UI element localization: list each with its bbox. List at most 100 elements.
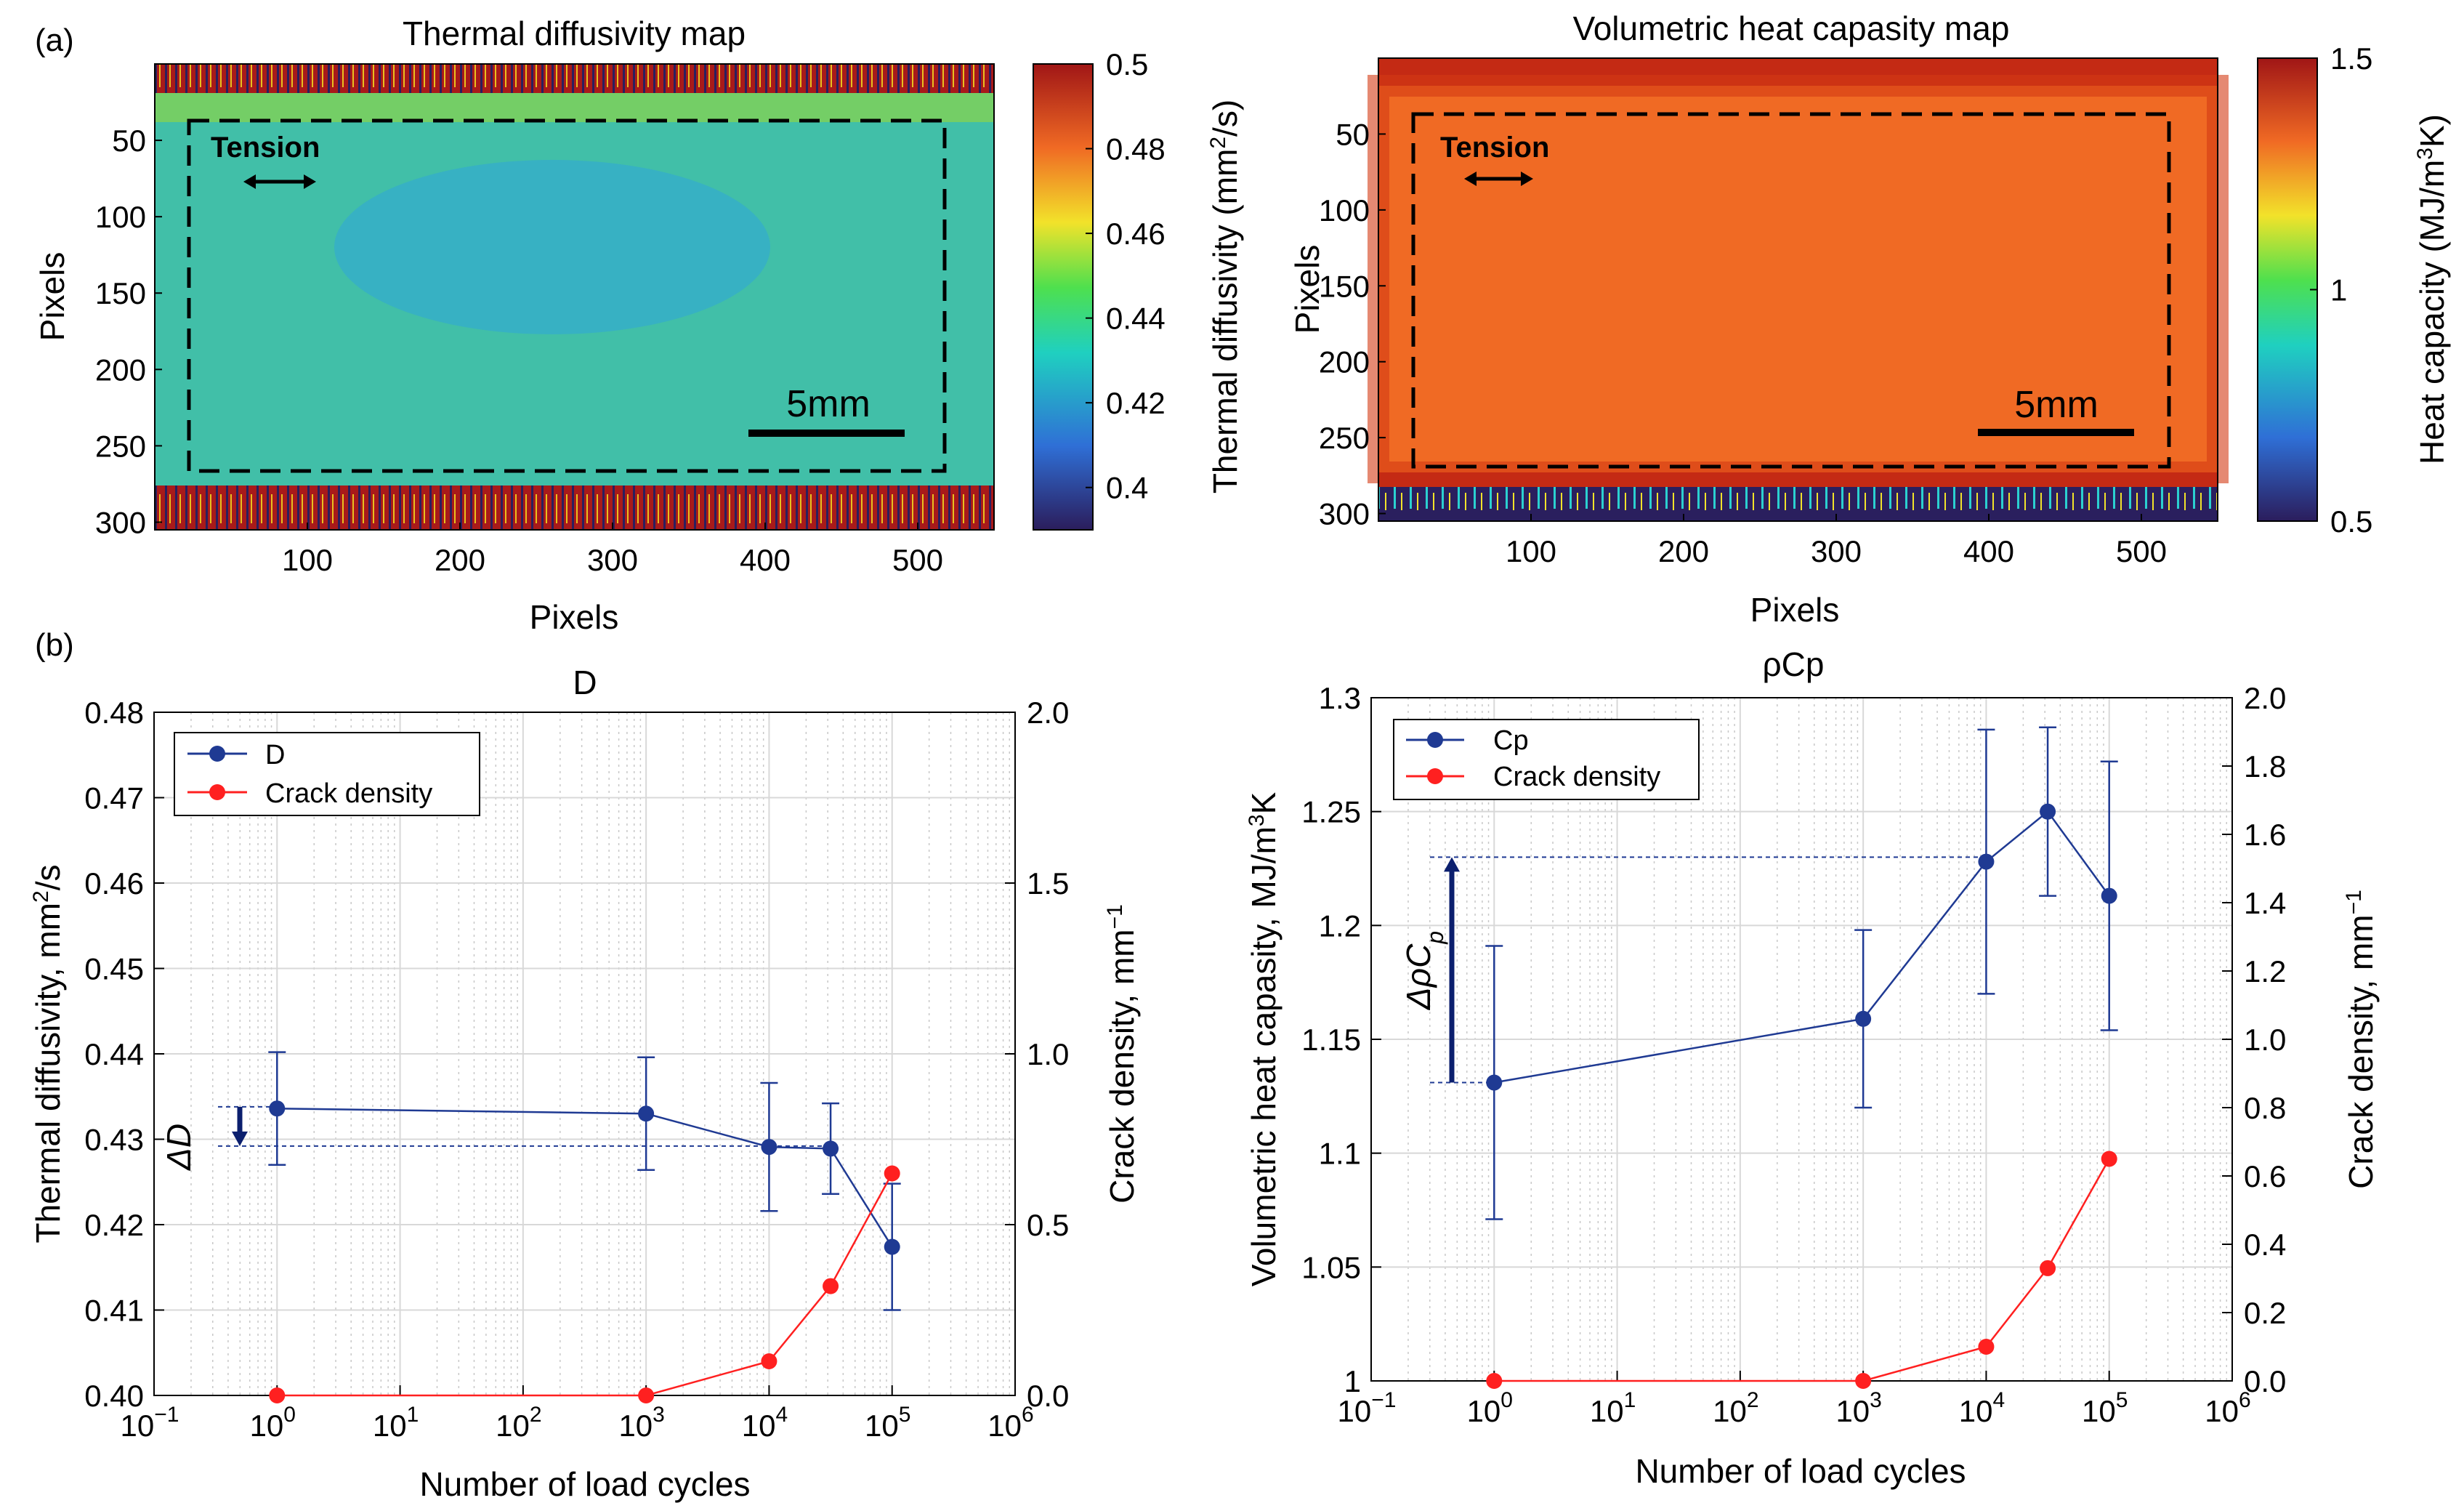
chart1-series-0-point (823, 1140, 839, 1157)
map2-x-tick-label: 200 (1658, 534, 1709, 568)
map2-y-tick-label: 300 (1319, 497, 1370, 531)
map1-y-ticks: 50 100 150 200 250 300 (95, 124, 162, 539)
chart2-series-1-point (1486, 1373, 1503, 1389)
map2-bottom-band (1378, 472, 2218, 487)
chart1-legend: D Crack density (174, 732, 480, 816)
map2-scalebar-label: 5mm (2014, 384, 2099, 426)
map2-title: Volumetric heat capasity map (1573, 9, 2010, 47)
map1-scalebar (748, 430, 905, 437)
chart1-series-0-point (269, 1100, 286, 1117)
map1-frame (154, 63, 995, 531)
chart1-xlabel: Number of load cycles (419, 1465, 750, 1503)
chart1-legend-marker-d (209, 746, 225, 762)
map1-tension-label: Tension (211, 132, 320, 164)
chart1-y2-tick-label: 0.5 (1027, 1208, 1069, 1242)
chart1-y-tick-label: 0.43 (84, 1123, 144, 1157)
map2-colorbar-tick-label: 1 (2330, 273, 2347, 307)
map1-x-tick-label: 100 (282, 543, 333, 577)
chart1-y2-tick-label: 1.5 (1027, 866, 1069, 900)
chart2-y2-tick-label: 1.2 (2244, 954, 2286, 988)
chart1-series-1-point (638, 1387, 655, 1403)
chart2-y2-tick-label: 0.8 (2244, 1091, 2286, 1125)
chart2-y2-tick-label: 1.8 (2244, 749, 2286, 783)
chart1-y-tick-label: 0.48 (84, 696, 144, 730)
panel-label-b: (b) (35, 627, 74, 663)
chart2-legend-label-cp: Cp (1493, 725, 1529, 756)
map1-y-tick-label: 300 (95, 505, 146, 539)
chart2-x-tick-label: 106 (2205, 1388, 2250, 1428)
map1-scalebar-label: 5mm (786, 383, 871, 425)
map1-roi-box (187, 118, 947, 473)
chart2-series-0-point (1486, 1074, 1503, 1091)
map2-x-tick-label: 400 (1963, 534, 2014, 568)
map1-y-tick-label: 100 (95, 200, 146, 234)
map2-x-ticks: 100 200 300 400 500 (1506, 514, 2167, 568)
chart2-x-tick-label: 102 (1713, 1388, 1758, 1428)
chart2-y2-tick-label: 0.0 (2244, 1364, 2286, 1398)
chart1-delta-arrow-head (232, 1131, 248, 1146)
chart1-x-ticks: 10−1 100 101 102 103 104 105 106 (121, 1385, 1034, 1443)
chart1-series-1-point (823, 1278, 839, 1294)
chart2-x-tick-exponent: 3 (1870, 1388, 1882, 1412)
chart1-x-tick-exponent: 5 (899, 1403, 911, 1427)
map1-y-tick-label: 250 (95, 429, 146, 463)
chart2-y-tick-label: 1.1 (1319, 1137, 1361, 1171)
chart1-series-0-point (761, 1139, 777, 1156)
chart1-series-0-point (884, 1238, 900, 1255)
map2-y-ticks: 50 100 150 200 250 300 (1319, 117, 1386, 531)
chart1-series-1-line (277, 1172, 893, 1397)
chart1-series-0-point (638, 1105, 655, 1122)
map2-ylabel: Pixels (1288, 245, 1326, 334)
chart1-title: D (573, 664, 597, 701)
map2-roi-box (1411, 112, 2171, 469)
chart2-x-tick-exponent: 4 (1992, 1388, 2005, 1412)
chart1-ylabel: Thermal diffusivity, mm2/s (29, 864, 68, 1243)
chart2-legend: Cp Crack density (1393, 719, 1700, 800)
map1-xlabel: Pixels (530, 598, 619, 636)
chart2-y-ticks: 1.3 1.25 1.2 1.15 1.1 1.05 1 (1301, 681, 1381, 1398)
chart2-x-tick-exponent: 5 (2116, 1388, 2128, 1412)
map2-y-tick-label: 50 (1336, 117, 1370, 151)
chart-heat-capacity: ρCp 1.31.251.21.151.11.051 2.01.81.61.41… (1245, 645, 2380, 1490)
map1-colorbar-ticks: 0.5 0.48 0.46 0.44 0.42 0.4 (1086, 47, 1166, 505)
chart2-legend-label-crack: Crack density (1493, 762, 1660, 792)
map2-x-tick-label: 300 (1811, 534, 1862, 568)
map1-colorbar-tick-label: 0.4 (1106, 471, 1148, 505)
chart2-y2-tick-label: 2.0 (2244, 681, 2286, 715)
chart1-x-tick-label: 105 (865, 1403, 910, 1443)
chart2-series-1-point (1855, 1373, 1872, 1389)
chart2-y2-ticks: 2.0 1.8 1.6 1.4 1.2 1.0 0.8 0.6 0.4 0.2 0.0 (2222, 681, 2286, 1398)
chart-thermal-diffusivity: D 0.48 0.47 0.46 0.45 0.44 0.43 0.42 0.41 0.40 2… (29, 664, 1142, 1503)
map1-title: Thermal diffusivity map (403, 15, 746, 52)
map1-x-tick-label: 500 (892, 543, 943, 577)
map1-low-region (334, 160, 770, 334)
chart2-series-1-point (2101, 1151, 2117, 1167)
chart2-y2-tick-label: 1.0 (2244, 1023, 2286, 1057)
chart2-ylabel: Volumetric heat capasity, MJ/m3K (1245, 791, 1283, 1286)
map2-y-tick-label: 150 (1319, 269, 1370, 303)
chart1-y2label: Crack density, mm−1 (1103, 904, 1142, 1204)
map1-ylabel: Pixels (33, 252, 71, 342)
map2-scalebar (1978, 429, 2134, 436)
chart2-x-tick-label: 10−1 (1338, 1388, 1397, 1428)
map1-tension-arrow (243, 174, 316, 189)
chart2-series-0-point (2040, 803, 2056, 820)
chart1-x-tick-label: 101 (373, 1403, 419, 1443)
chart2-delta-annotation: ΔρCp (1399, 856, 1987, 1084)
chart1-y-tick-label: 0.47 (84, 781, 144, 815)
map1-y-tick-label: 150 (95, 276, 146, 310)
map-volumetric-heat-capacity: Volumetric heat capasity map Tension 5mm… (1288, 9, 2451, 629)
map2-colorbar-tick-label: 1.5 (2330, 41, 2372, 76)
chart1-y-tick-label: 0.40 (84, 1379, 144, 1413)
chart1-y2-tick-label: 1.0 (1027, 1037, 1069, 1071)
map2-x-tick-label: 100 (1506, 534, 1556, 568)
chart1-x-tick-exponent: 1 (407, 1403, 419, 1427)
map2-bottom-noise (1378, 487, 2218, 521)
chart2-x-tick-label: 100 (1467, 1388, 1513, 1428)
map1-specimen-edge (155, 93, 994, 122)
chart2-y2-tick-label: 1.4 (2244, 886, 2286, 920)
map1-y-tick-label: 50 (112, 124, 146, 158)
chart2-y-tick-label: 1.05 (1301, 1250, 1361, 1284)
chart2-x-tick-label: 103 (1835, 1388, 1881, 1428)
chart1-legend-marker-crack (209, 784, 225, 800)
